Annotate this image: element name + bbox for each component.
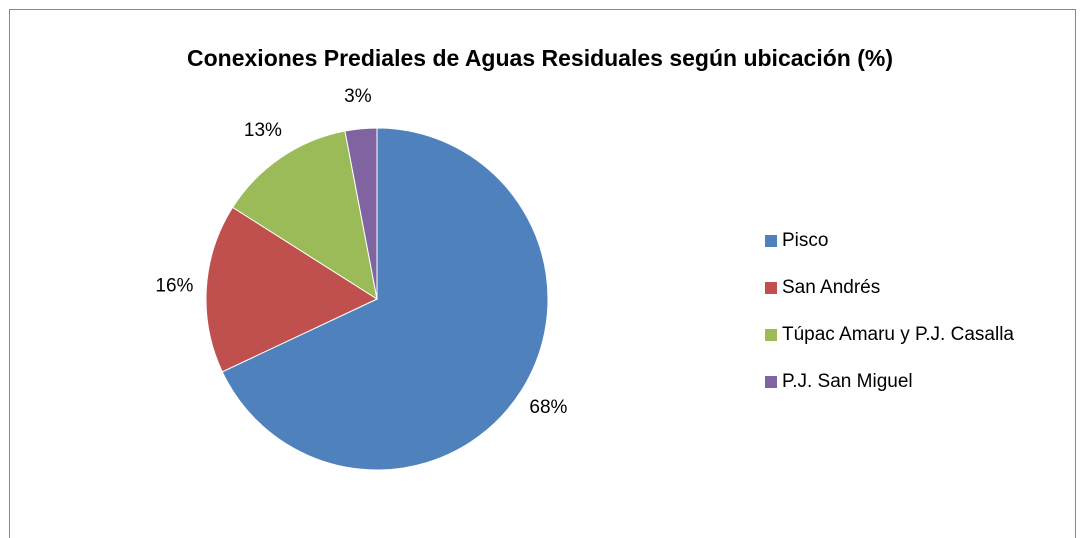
legend-swatch bbox=[765, 235, 777, 247]
data-label: 16% bbox=[155, 275, 193, 296]
pie-slice bbox=[231, 130, 378, 301]
legend-label: San Andrés bbox=[782, 277, 880, 298]
data-label: 13% bbox=[244, 120, 282, 141]
pie-slice bbox=[221, 127, 549, 471]
legend-label: Túpac Amaru y P.J. Casalla bbox=[782, 324, 1014, 345]
pie-slice bbox=[205, 206, 379, 373]
chart-title: Conexiones Prediales de Aguas Residuales… bbox=[187, 45, 893, 71]
legend-label: Pisco bbox=[782, 230, 828, 251]
legend-swatch bbox=[765, 329, 777, 341]
legend-label: P.J. San Miguel bbox=[782, 371, 913, 392]
data-label: 68% bbox=[529, 397, 567, 418]
legend-swatch bbox=[765, 376, 777, 388]
pie-slice bbox=[344, 127, 378, 300]
legend-swatch bbox=[765, 282, 777, 294]
data-label: 3% bbox=[344, 86, 372, 107]
